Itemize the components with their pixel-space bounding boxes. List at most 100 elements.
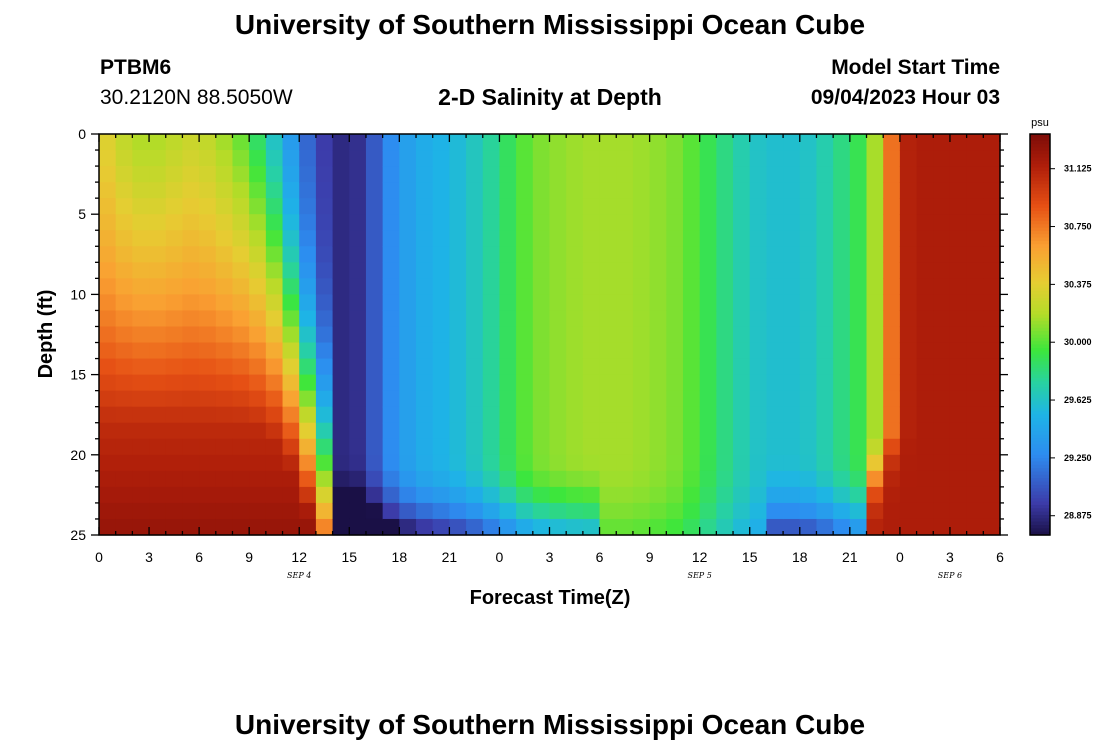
heatmap-cell [949,342,968,360]
heatmap-cell [482,262,501,279]
heatmap-cell [466,310,484,328]
heatmap-cell [249,358,267,376]
heatmap-cell [449,358,467,376]
heatmap-cell [966,198,984,215]
heatmap-cell [516,294,534,312]
colorbar-segment [1030,314,1050,319]
heatmap-cell [249,374,267,392]
heatmap-cell [482,502,501,520]
heatmap-cell [416,438,434,456]
heatmap-cell [482,358,501,376]
heatmap-cell [616,294,634,312]
heatmap-cell [883,182,901,199]
heatmap-cell [315,310,334,328]
heatmap-cell [599,486,617,504]
colorbar-segment [1030,448,1050,453]
heatmap-cell [416,246,434,263]
heatmap-cell [866,214,884,231]
heatmap-cell [516,502,534,520]
heatmap-cell [866,230,884,247]
heatmap-cell [349,374,367,392]
heatmap-cell [566,422,584,440]
heatmap-cell [332,278,350,295]
heatmap-cell [199,454,217,472]
heatmap-cell [733,390,751,408]
heatmap-cell [783,358,801,376]
heatmap-cell [132,518,150,536]
heatmap-cell [949,518,968,536]
heatmap-cell [199,470,217,488]
heatmap-cell [632,134,651,151]
heatmap-cell [949,374,968,392]
date-label: SEP 5 [687,571,711,580]
heatmap-cell [816,278,834,295]
heatmap-cell [249,198,267,215]
heatmap-cell [149,262,167,279]
heatmap-cell [549,358,567,376]
heatmap-cell [449,214,467,231]
colorbar-segment [1030,384,1050,389]
heatmap-cell [416,134,434,151]
heatmap-cell [916,358,934,376]
heatmap-cell [616,390,634,408]
heatmap-cell [766,406,784,424]
heatmap-cell [132,358,150,376]
heatmap-cell [883,294,901,312]
colorbar-segment [1030,220,1050,225]
heatmap-cell [983,294,1001,312]
heatmap-cell [232,470,250,488]
heatmap-cell [699,310,717,328]
heatmap-cell [883,134,901,151]
heatmap-cell [749,182,768,199]
heatmap-cell [99,342,117,360]
heatmap-cell [599,518,617,536]
footer-title: University of Southern Mississippi Ocean… [234,709,866,740]
colorbar-segment [1030,464,1050,469]
heatmap-cell [716,438,734,456]
heatmap-cell [382,134,400,151]
heatmap-cell [616,422,634,440]
heatmap-cell [99,454,117,472]
heatmap-cell [149,150,167,167]
heatmap-cell [599,262,617,279]
colorbar-segment [1030,337,1050,342]
heatmap-cell [165,342,184,360]
colorbar-segment [1030,424,1050,429]
heatmap-cell [249,502,267,520]
heatmap-cell [249,438,267,456]
heatmap-cell [265,230,284,247]
colorbar-segment [1030,397,1050,402]
x-tick-label: 3 [145,549,153,565]
heatmap-cell [849,422,868,440]
colorbar-segment [1030,478,1050,483]
heatmap-cell [466,454,484,472]
heatmap-cell [699,230,717,247]
heatmap-cell [315,166,334,183]
heatmap-cell [349,518,367,536]
heatmap-cell [616,518,634,536]
heatmap-cell [399,246,417,263]
heatmap-cell [215,182,234,199]
heatmap-cell [682,326,701,344]
heatmap-cell [215,246,234,263]
colorbar-segment [1030,301,1050,306]
heatmap-cell [866,326,884,344]
heatmap-cell [315,182,334,199]
heatmap-cell [716,518,734,536]
heatmap-cell [349,470,367,488]
heatmap-cell [716,358,734,376]
heatmap-cell [516,214,534,231]
heatmap-cell [132,310,150,328]
heatmap-cell [265,390,284,408]
heatmap-cell [833,150,851,167]
heatmap-cell [582,390,601,408]
heatmap-cell [899,406,918,424]
heatmap-cell [649,310,667,328]
heatmap-cell [933,214,951,231]
heatmap-cell [232,486,250,504]
heatmap-cell [849,486,868,504]
heatmap-cell [382,518,400,536]
heatmap-cell [165,390,184,408]
heatmap-cell [632,246,651,263]
heatmap-cell [599,214,617,231]
